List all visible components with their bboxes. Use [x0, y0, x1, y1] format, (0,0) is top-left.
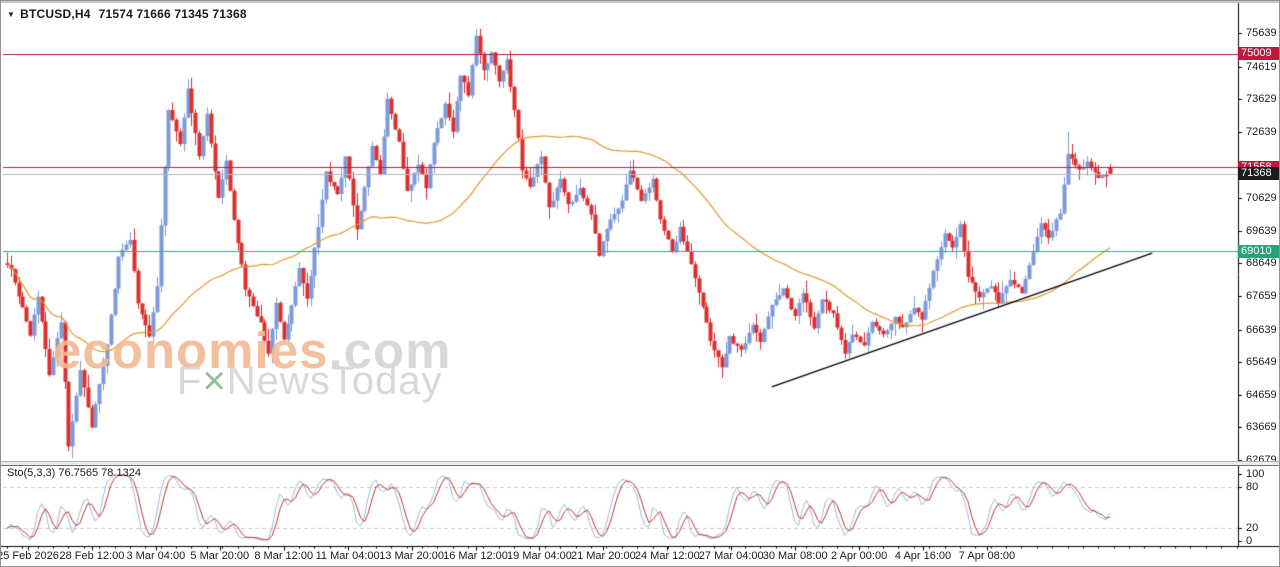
price-tick-label: 69639 [1246, 224, 1277, 237]
panel-splitter[interactable] [1, 461, 1279, 466]
price-tick-label: 75639 [1246, 27, 1277, 40]
time-axis-label: 7 Apr 08:00 [958, 550, 1016, 562]
price-badge: 75009 [1238, 47, 1279, 61]
time-axis-label: 11 Mar 04:00 [315, 550, 380, 562]
time-axis-label: 28 Feb 12:00 [59, 550, 125, 562]
symbol-info-label: ▼ BTCUSD,H4 71574 71666 71345 71368 [7, 7, 247, 21]
time-axis-label: 30 Mar 08:00 [762, 550, 828, 562]
time-axis-label: 3 Mar 04:00 [126, 550, 186, 562]
price-tick-label: 65649 [1246, 356, 1277, 369]
symbol-timeframe: BTCUSD,H4 [20, 7, 91, 21]
time-axis-label: 5 Mar 20:00 [190, 550, 250, 562]
price-badge: 71368 [1238, 167, 1279, 181]
watermark-logo-f: F [177, 359, 203, 403]
indicator-scale-label: 100 [1246, 468, 1265, 480]
price-tick-label: 68649 [1246, 257, 1277, 270]
time-axis-label: 19 Mar 04:00 [507, 550, 572, 562]
ohlc-values: 71574 71666 71345 71368 [98, 7, 247, 21]
price-tick-label: 63669 [1246, 421, 1277, 434]
indicator-scale-label: 80 [1246, 481, 1259, 494]
time-axis-label: 8 Mar 12:00 [254, 550, 314, 562]
price-badge: 69010 [1238, 244, 1279, 258]
time-axis-label: 21 Mar 20:00 [570, 550, 636, 562]
time-axis-label: 4 Apr 16:00 [894, 550, 952, 562]
watermark-domain-suffix: .com [328, 322, 452, 379]
watermark-logo-x-icon: × [202, 359, 227, 403]
time-axis-label: 13 Mar 20:00 [379, 550, 444, 562]
price-tick-label: 66639 [1246, 323, 1277, 336]
watermark-brand: economies [53, 322, 329, 379]
watermark-logo-rest: NewsToday [226, 359, 443, 403]
time-axis-label: 25 Feb 2026 [0, 550, 59, 562]
price-tick-label: 74619 [1246, 60, 1277, 73]
watermark-line2: F×NewsToday [177, 359, 443, 404]
time-axis-label: 24 Mar 12:00 [634, 550, 700, 562]
time-axis-label: 2 Apr 00:00 [830, 550, 888, 562]
indicator-scale-label: 20 [1246, 521, 1259, 534]
time-axis-label: 27 Mar 04:00 [698, 550, 764, 562]
indicator-scale-label: 0 [1246, 535, 1253, 547]
price-tick-label: 70629 [1246, 192, 1277, 205]
watermark-line1: economies.com [53, 321, 451, 380]
indicator-label: Sto(5,3,3) 76.7565 78.1324 [7, 467, 141, 479]
chevron-down-icon[interactable]: ▼ [7, 10, 16, 19]
price-tick-label: 72639 [1246, 125, 1277, 138]
time-axis-label: 16 Mar 12:00 [443, 550, 508, 562]
price-tick-label: 67659 [1246, 289, 1277, 302]
price-tick-label: 64659 [1246, 388, 1277, 401]
price-tick-label: 73629 [1246, 93, 1277, 106]
